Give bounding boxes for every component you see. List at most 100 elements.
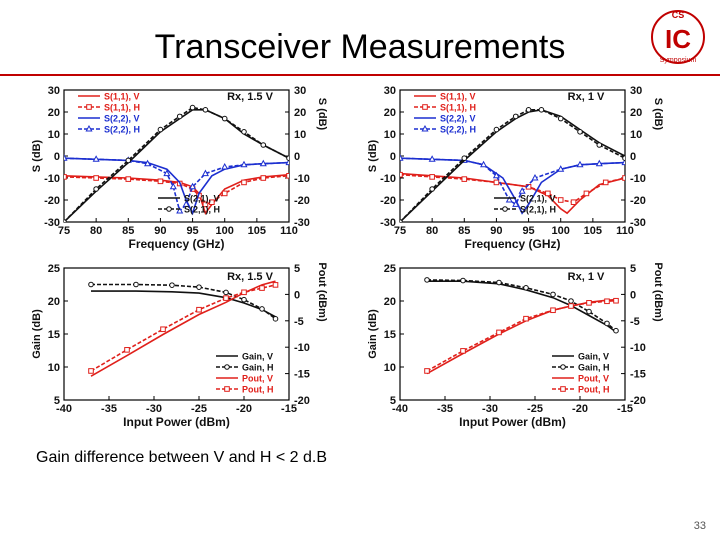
- series-marker: [622, 175, 625, 181]
- series-marker: [576, 160, 584, 168]
- y-tick-label: 15: [384, 329, 396, 341]
- series-marker: [196, 284, 202, 290]
- series-marker: [93, 175, 99, 181]
- series-marker: [583, 190, 590, 197]
- series-marker: [523, 285, 529, 291]
- series-marker: [550, 291, 556, 298]
- series-marker: [93, 186, 99, 192]
- y-tick-label: 10: [384, 129, 396, 141]
- y2-tick-label: 0: [294, 151, 300, 163]
- series-marker: [570, 199, 577, 206]
- x-tick-label: 80: [90, 225, 102, 237]
- legend: S(1,1), VS(1,1), HS(2,2), VS(2,2), H: [78, 92, 140, 135]
- title-divider: [0, 74, 720, 76]
- x-tick-label: 105: [248, 225, 266, 237]
- y-axis-label-left: Gain (dB): [31, 309, 43, 359]
- legend-label: S(2,1), H: [520, 205, 556, 215]
- series-line: [90, 280, 276, 377]
- series-marker: [202, 201, 209, 208]
- series-line: [64, 108, 289, 222]
- legend-marker: [224, 364, 230, 370]
- y-axis-label-right: Pout (dBm): [316, 262, 328, 322]
- y-tick-label: 10: [48, 129, 60, 141]
- legend-label: S(1,1), H: [440, 103, 476, 113]
- y-tick-label: 30: [48, 85, 60, 97]
- legend-label: S(2,1), H: [184, 205, 220, 215]
- series-line: [64, 157, 289, 216]
- x-tick-label: -30: [482, 403, 498, 415]
- x-tick-label: 105: [584, 225, 602, 237]
- legend-label: S(2,2), H: [104, 125, 140, 135]
- y2-tick-label: 10: [294, 129, 306, 141]
- y2-tick-label: 20: [630, 107, 642, 119]
- series-marker: [64, 174, 67, 180]
- x-tick-label: 100: [552, 225, 570, 237]
- y2-tick-label: 0: [630, 151, 636, 163]
- series-marker: [461, 155, 468, 161]
- series-marker: [492, 171, 500, 179]
- legend: S(2,1), VS(2,1), H: [158, 194, 220, 215]
- x-tick-label: 95: [186, 225, 198, 237]
- series-line: [91, 283, 276, 320]
- series-marker: [133, 281, 139, 288]
- y-tick-label: 0: [54, 151, 60, 163]
- y2-tick-label: -30: [630, 217, 646, 229]
- symposium-logo: CS IC Symposium: [648, 4, 708, 70]
- series-marker: [259, 306, 265, 312]
- x-axis-label: Frequency (GHz): [464, 237, 560, 251]
- series-marker: [545, 190, 551, 197]
- series-marker: [169, 282, 175, 288]
- series-marker: [272, 316, 279, 322]
- legend-label: S(1,1), V: [104, 92, 140, 102]
- legend-marker: [422, 104, 428, 110]
- y2-tick-label: -15: [294, 369, 310, 381]
- logo-line2: Symposium: [660, 57, 697, 64]
- y-axis-label-right: S (dB): [652, 98, 664, 131]
- y2-tick-label: -20: [294, 395, 310, 407]
- legend-label: Pout, V: [578, 374, 609, 384]
- legend-marker: [166, 206, 172, 212]
- series-marker: [550, 307, 556, 314]
- y2-tick-label: 30: [294, 85, 306, 97]
- series-line: [400, 157, 625, 215]
- series-marker: [538, 107, 545, 113]
- chart-annotation: Rx, 1 V: [568, 271, 605, 283]
- x-tick-label: -40: [56, 403, 72, 415]
- series-marker: [241, 289, 247, 296]
- series-marker: [424, 277, 430, 283]
- chart-annotation: Rx, 1 V: [568, 91, 605, 103]
- series-marker: [157, 126, 164, 133]
- y2-tick-label: -30: [294, 217, 310, 229]
- series-marker: [531, 173, 539, 181]
- y-tick-label: 5: [54, 395, 60, 407]
- series-marker: [286, 173, 289, 179]
- series-marker: [557, 197, 564, 203]
- series-marker: [460, 348, 466, 354]
- series-marker: [221, 162, 229, 170]
- plot-frame: [63, 89, 290, 223]
- x-tick-label: 80: [426, 225, 438, 237]
- legend-label: Pout, H: [242, 385, 274, 395]
- series-marker: [64, 219, 67, 222]
- y-tick-label: -10: [380, 173, 396, 185]
- y-axis-label-right: Pout (dBm): [652, 262, 664, 322]
- series-marker: [201, 169, 209, 177]
- series-marker: [189, 104, 196, 111]
- series-line: [400, 108, 625, 222]
- series-marker: [604, 320, 610, 327]
- legend-marker: [86, 104, 92, 110]
- series-marker: [577, 129, 583, 135]
- legend-label: S(2,1), V: [520, 194, 556, 204]
- series-marker: [496, 329, 502, 336]
- legend-marker: [421, 124, 429, 132]
- legend-marker: [560, 364, 566, 370]
- x-tick-label: 110: [280, 225, 298, 237]
- series-marker: [596, 142, 603, 148]
- x-tick-label: 110: [616, 225, 634, 237]
- series-marker: [160, 326, 166, 333]
- series-marker: [493, 179, 500, 186]
- series-marker: [568, 303, 574, 309]
- series-marker: [196, 306, 202, 313]
- legend-label: S(2,2), V: [104, 114, 140, 124]
- y-tick-label: 5: [390, 395, 396, 407]
